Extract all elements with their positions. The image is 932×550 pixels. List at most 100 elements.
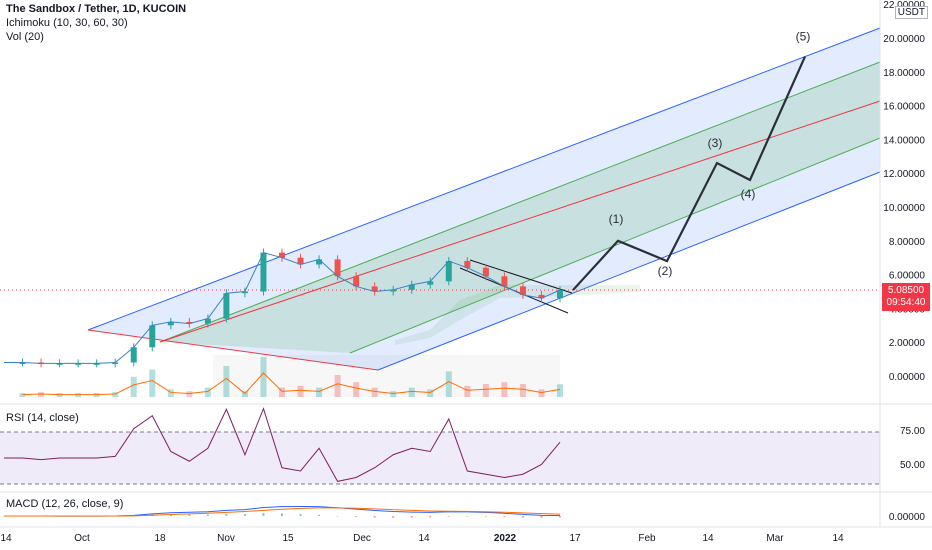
- time-tick-label: 17: [569, 533, 581, 544]
- elliott-wave-projection[interactable]: [572, 56, 807, 291]
- time-tick-label: 14: [702, 533, 714, 544]
- candle-body: [75, 363, 82, 365]
- price-tick-label: 6.00000: [889, 271, 926, 282]
- macd-histogram-bar: [521, 516, 524, 518]
- macd-tick-0: 0.00000: [889, 512, 926, 523]
- candle-body: [334, 259, 341, 277]
- price-tick-label: 18.00000: [883, 68, 925, 79]
- macd-legend[interactable]: MACD (12, 26, close, 9): [6, 498, 124, 510]
- macd-histogram-bar: [243, 514, 246, 516]
- volume-bar: [19, 393, 26, 397]
- candle-body: [501, 276, 508, 287]
- pitchfork-handle-line[interactable]: [87, 329, 379, 371]
- rsi-legend[interactable]: RSI (14, close): [6, 412, 79, 424]
- candle-body: [353, 276, 360, 287]
- macd-histogram-bar: [559, 516, 561, 518]
- candle-body: [112, 362, 119, 364]
- macd-histogram-bar: [206, 514, 209, 516]
- price-tick-label: 14.00000: [883, 135, 925, 146]
- candle-body: [204, 318, 211, 324]
- volume-area-bg: [213, 355, 560, 397]
- candle-body: [427, 281, 434, 285]
- candle-body: [297, 257, 304, 265]
- time-tick-label: Nov: [217, 533, 235, 544]
- currency-label[interactable]: USDT: [894, 6, 928, 19]
- volume-bar: [390, 391, 397, 397]
- candle-body: [130, 347, 137, 363]
- channel-upper-line[interactable]: [87, 27, 881, 331]
- price-tick-label: 22.00000: [883, 0, 925, 11]
- channel-median-line[interactable]: [159, 100, 881, 343]
- flag-upper-line: [469, 259, 573, 294]
- time-tick-label: 2022: [494, 533, 517, 544]
- symbol-title[interactable]: The Sandbox / Tether, 1D, KUCOIN: [6, 3, 187, 15]
- price-tick-label: 8.00000: [889, 237, 926, 248]
- candle-body: [519, 286, 526, 295]
- channel-inner-upper-line[interactable]: [159, 61, 881, 343]
- candle-body: [371, 286, 378, 292]
- price-tag-value: 5.08500: [887, 285, 925, 296]
- macd-histogram-bar: [410, 516, 413, 518]
- candle-body: [390, 289, 397, 292]
- candle-body: [149, 325, 156, 348]
- time-tick-label: 14: [418, 533, 430, 544]
- macd-histogram-bar: [299, 514, 302, 516]
- candle-body: [557, 290, 563, 299]
- macd-histogram-bar: [540, 516, 543, 518]
- ichimoku-cloud: [395, 285, 640, 345]
- macd-histogram-bar: [281, 513, 283, 516]
- main-pane[interactable]: (1) (2) (3) (4) (5): [0, 27, 881, 397]
- candle-body: [223, 293, 230, 319]
- rsi-band: [0, 432, 880, 484]
- macd-histogram-bar: [429, 516, 432, 518]
- macd-histogram-bar: [225, 514, 228, 516]
- volume-bar: [223, 366, 230, 397]
- candle-body: [260, 252, 267, 292]
- candle-body: [482, 267, 489, 277]
- candle-body: [241, 291, 248, 294]
- volume-bar: [167, 389, 174, 397]
- rsi-tick-75: 75.00: [900, 426, 925, 437]
- channel-lower-line[interactable]: [377, 171, 881, 371]
- volume-bar: [557, 384, 563, 397]
- volume-bar: [316, 387, 323, 397]
- macd-histogram-bar: [169, 514, 172, 516]
- volume-bar: [149, 369, 156, 397]
- chart-legend: The Sandbox / Tether, 1D, KUCOIN Ichimok…: [6, 2, 186, 44]
- rsi-line: [4, 407, 561, 482]
- candle-body: [186, 321, 193, 324]
- macd-histogram-bar: [318, 514, 321, 516]
- volume-bar: [353, 382, 360, 397]
- time-axis[interactable]: 14 Oct 18 Nov 15 Dec 14 2022 17 Feb 14 Mar 14: [0, 533, 844, 544]
- volume-bar: [334, 375, 341, 397]
- price-tick-label: 0.00000: [889, 372, 926, 383]
- time-tick-label: 14: [832, 533, 844, 544]
- time-tick-label: 18: [154, 533, 166, 544]
- candle-body: [538, 294, 545, 299]
- volume-bar: [408, 387, 415, 397]
- volume-legend[interactable]: Vol (20): [6, 31, 44, 43]
- price-axis[interactable]: 0.000002.000004.000006.000008.0000010.00…: [883, 0, 925, 383]
- macd-histogram-bar: [355, 516, 358, 517]
- macd-pane[interactable]: [3, 506, 561, 518]
- channel-inner-fill: [160, 62, 880, 353]
- volume-bar: [519, 384, 526, 397]
- candle-body: [167, 321, 174, 326]
- macd-histogram-bar: [262, 513, 265, 516]
- volume-bar: [186, 391, 193, 397]
- wave-label: (1): [609, 212, 624, 226]
- time-tick-label: Oct: [74, 533, 90, 544]
- price-tag-countdown: 09:54:40: [886, 297, 926, 308]
- volume-bar: [501, 382, 508, 397]
- ichimoku-legend[interactable]: Ichimoku (10, 30, 60, 30): [6, 17, 128, 29]
- macd-histogram-bar: [466, 516, 469, 517]
- candle-body: [408, 284, 415, 290]
- volume-bar: [445, 371, 452, 397]
- macd-signal-line: [4, 507, 561, 517]
- macd-histogram-bar: [336, 515, 339, 517]
- price-tick-label: 10.00000: [883, 203, 925, 214]
- price-tick-label: 16.00000: [883, 102, 925, 113]
- candle-body: [464, 261, 471, 268]
- rsi-pane[interactable]: [0, 407, 880, 485]
